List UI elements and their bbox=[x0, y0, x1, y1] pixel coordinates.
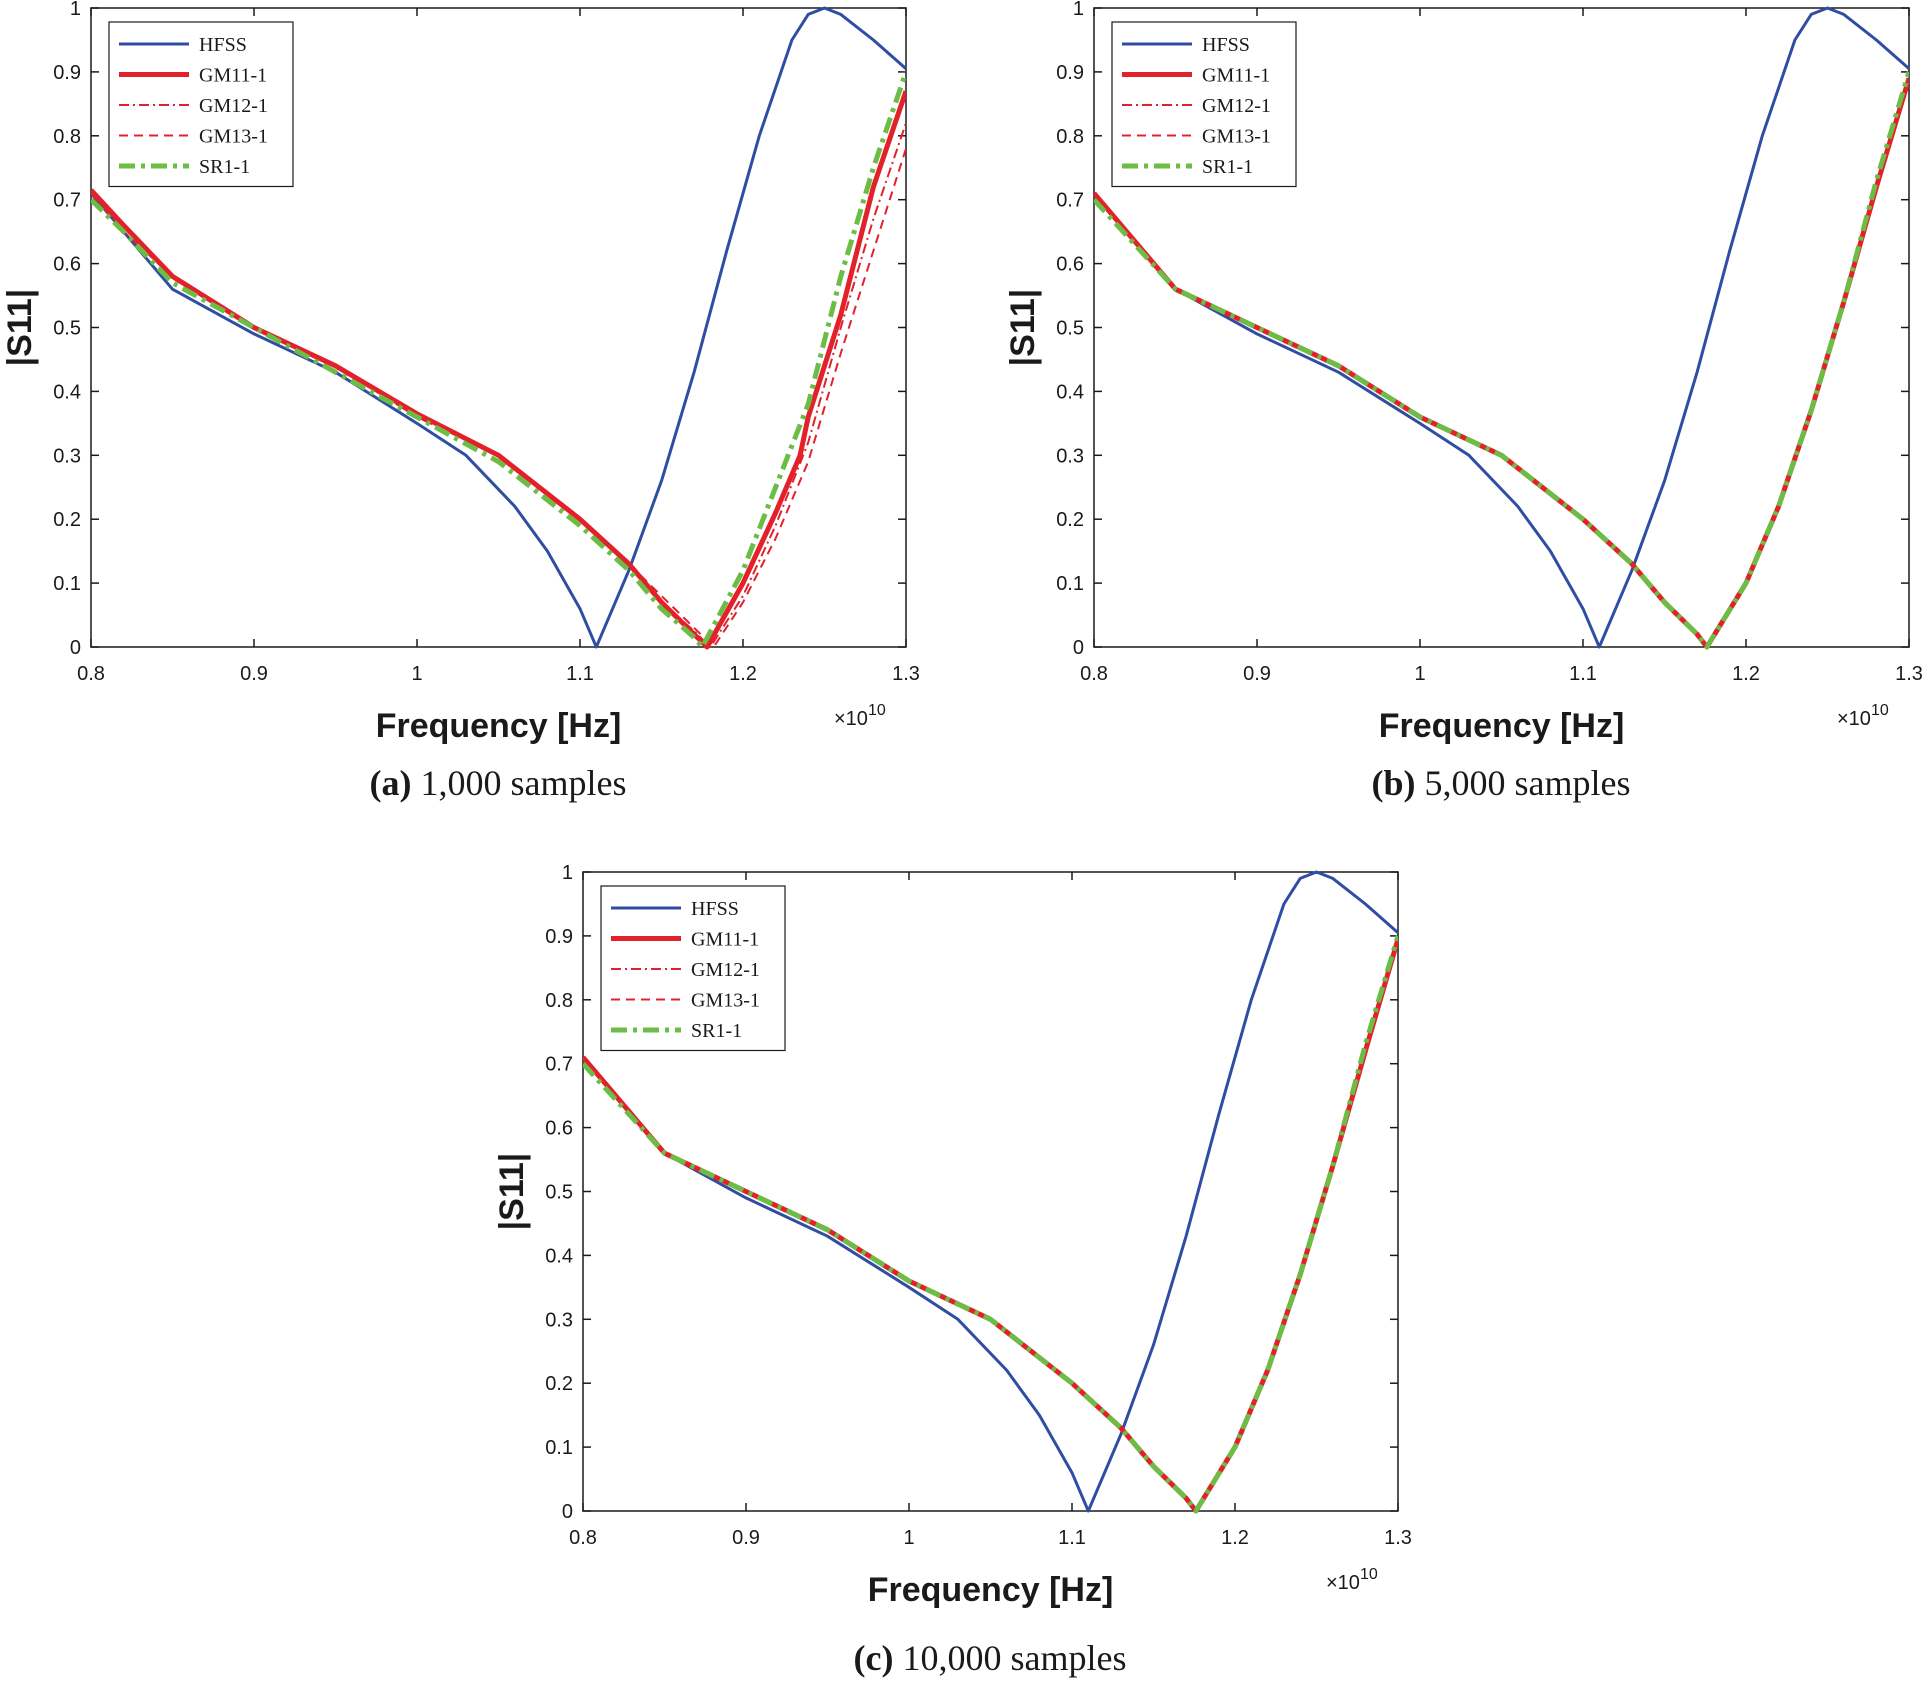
x-tick-label: 0.8 bbox=[77, 663, 105, 685]
y-tick-label: 0.7 bbox=[1056, 190, 1084, 212]
x-tick-label: 1 bbox=[903, 1527, 914, 1549]
legend-label: GM13-1 bbox=[199, 126, 268, 148]
series-group bbox=[91, 6, 906, 650]
chart-panel-b: 0.8 0.9 1 1.1 1.2 1.3 0 0.1 0.2 0.3 0.4 0.5 0.6 0.7 0.… bbox=[1004, 0, 1923, 745]
series-line-sr1-1 bbox=[91, 71, 906, 650]
y-tick-label: 0 bbox=[1073, 637, 1084, 659]
x-tick-label: 1.1 bbox=[566, 663, 594, 685]
legend-label: GM12-1 bbox=[1202, 95, 1271, 117]
panel-caption: (c) 10,000 samples bbox=[854, 1638, 1127, 1678]
legend-label: GM12-1 bbox=[691, 959, 760, 981]
y-tick-label: 0.6 bbox=[1056, 254, 1084, 276]
y-tick-label: 0 bbox=[70, 637, 81, 659]
x-tick-label: 1.3 bbox=[1895, 663, 1923, 685]
y-tick-label: 0.5 bbox=[53, 318, 81, 340]
y-tick-label: 0.6 bbox=[545, 1118, 573, 1140]
x-tick-label: 0.8 bbox=[569, 1527, 597, 1549]
x-tick-label: 0.8 bbox=[1080, 663, 1108, 685]
y-tick-label: 1 bbox=[70, 0, 81, 20]
y-tick-label: 0.2 bbox=[53, 509, 81, 531]
y-tick-label: 0.5 bbox=[1056, 318, 1084, 340]
x-tick-label: 1.1 bbox=[1058, 1527, 1086, 1549]
x-axis-label: Frequency [Hz] bbox=[376, 707, 622, 745]
series-group bbox=[1094, 6, 1909, 650]
y-tick-label: 1 bbox=[1073, 0, 1084, 20]
chart-panel-c: 0.8 0.9 1 1.1 1.2 1.3 0 0.1 0.2 0.3 0.4 0.5 0.6 0.7 0.… bbox=[493, 862, 1412, 1609]
series-line-sr1-1 bbox=[583, 935, 1398, 1514]
y-tick-label: 0.4 bbox=[545, 1245, 573, 1267]
y-tick-label: 0.3 bbox=[545, 1309, 573, 1331]
y-tick-label: 0.9 bbox=[53, 62, 81, 84]
y-tick-label: 0.1 bbox=[53, 573, 81, 595]
panel-caption: (b) 5,000 samples bbox=[1372, 763, 1631, 803]
x-axis-label: Frequency [Hz] bbox=[1379, 707, 1625, 745]
x-axis-exponent: ×1010 bbox=[834, 702, 886, 730]
legend-label: GM13-1 bbox=[691, 990, 760, 1012]
legend-label: SR1-1 bbox=[199, 156, 250, 178]
x-tick-label: 0.9 bbox=[732, 1527, 760, 1549]
x-tick-label: 1.3 bbox=[1384, 1527, 1412, 1549]
legend-label: GM11-1 bbox=[1202, 65, 1270, 87]
x-tick-label: 0.9 bbox=[1243, 663, 1271, 685]
x-tick-label: 1.1 bbox=[1569, 663, 1597, 685]
y-axis-label: |S11| bbox=[493, 1153, 531, 1231]
y-tick-label: 0.4 bbox=[1056, 381, 1084, 403]
y-tick-label: 0.4 bbox=[53, 381, 81, 403]
legend-label: HFSS bbox=[1202, 34, 1250, 56]
legend: HFSS GM11-1 GM12-1 GM13-1 SR1-1 bbox=[1111, 21, 1297, 188]
series-group bbox=[583, 870, 1398, 1514]
y-tick-label: 0.1 bbox=[1056, 573, 1084, 595]
x-tick-label: 1.3 bbox=[892, 663, 920, 685]
x-axis-label: Frequency [Hz] bbox=[868, 1571, 1114, 1609]
legend-label: HFSS bbox=[199, 34, 247, 56]
x-axis-exponent: ×1010 bbox=[1326, 1566, 1378, 1594]
y-tick-label: 0.6 bbox=[53, 254, 81, 276]
chart-panel-a: 0.8 0.9 1 1.1 1.2 1.3 0 0.1 0.2 0.3 0.4 0.5 0.6 0.7 0.… bbox=[1, 0, 920, 745]
legend-label: SR1-1 bbox=[1202, 156, 1253, 178]
y-tick-label: 0.5 bbox=[545, 1182, 573, 1204]
x-tick-label: 1.2 bbox=[729, 663, 757, 685]
y-axis-label: |S11| bbox=[1, 289, 39, 367]
y-axis-label: |S11| bbox=[1004, 289, 1042, 367]
y-tick-label: 0.8 bbox=[545, 990, 573, 1012]
x-tick-label: 0.9 bbox=[240, 663, 268, 685]
legend: HFSS GM11-1 GM12-1 GM13-1 SR1-1 bbox=[600, 885, 786, 1052]
x-axis-exponent: ×1010 bbox=[1837, 702, 1889, 730]
y-tick-label: 0.1 bbox=[545, 1437, 573, 1459]
y-tick-label: 0.9 bbox=[545, 926, 573, 948]
y-tick-label: 0.8 bbox=[1056, 126, 1084, 148]
x-tick-label: 1 bbox=[411, 663, 422, 685]
y-tick-label: 0.8 bbox=[53, 126, 81, 148]
legend-label: GM13-1 bbox=[1202, 126, 1271, 148]
y-tick-label: 1 bbox=[562, 862, 573, 884]
y-tick-label: 0.2 bbox=[545, 1373, 573, 1395]
y-tick-label: 0.3 bbox=[1056, 445, 1084, 467]
legend-label: SR1-1 bbox=[691, 1020, 742, 1042]
y-tick-label: 0 bbox=[562, 1501, 573, 1523]
y-tick-label: 0.2 bbox=[1056, 509, 1084, 531]
legend: HFSS GM11-1 GM12-1 GM13-1 SR1-1 bbox=[108, 21, 294, 188]
y-tick-label: 0.7 bbox=[53, 190, 81, 212]
y-tick-label: 0.7 bbox=[545, 1054, 573, 1076]
series-line-hfss bbox=[583, 870, 1398, 1513]
series-line-hfss bbox=[1094, 6, 1909, 649]
series-line-gm12-1 bbox=[91, 122, 906, 648]
legend-label: GM12-1 bbox=[199, 95, 268, 117]
series-line-sr1-1 bbox=[1094, 71, 1909, 650]
y-tick-label: 0.3 bbox=[53, 445, 81, 467]
legend-label: GM11-1 bbox=[691, 929, 759, 951]
y-tick-label: 0.9 bbox=[1056, 62, 1084, 84]
legend-label: GM11-1 bbox=[199, 65, 267, 87]
x-tick-label: 1 bbox=[1414, 663, 1425, 685]
x-tick-label: 1.2 bbox=[1732, 663, 1760, 685]
x-tick-label: 1.2 bbox=[1221, 1527, 1249, 1549]
legend-label: HFSS bbox=[691, 898, 739, 920]
panel-caption: (a) 1,000 samples bbox=[370, 763, 627, 803]
